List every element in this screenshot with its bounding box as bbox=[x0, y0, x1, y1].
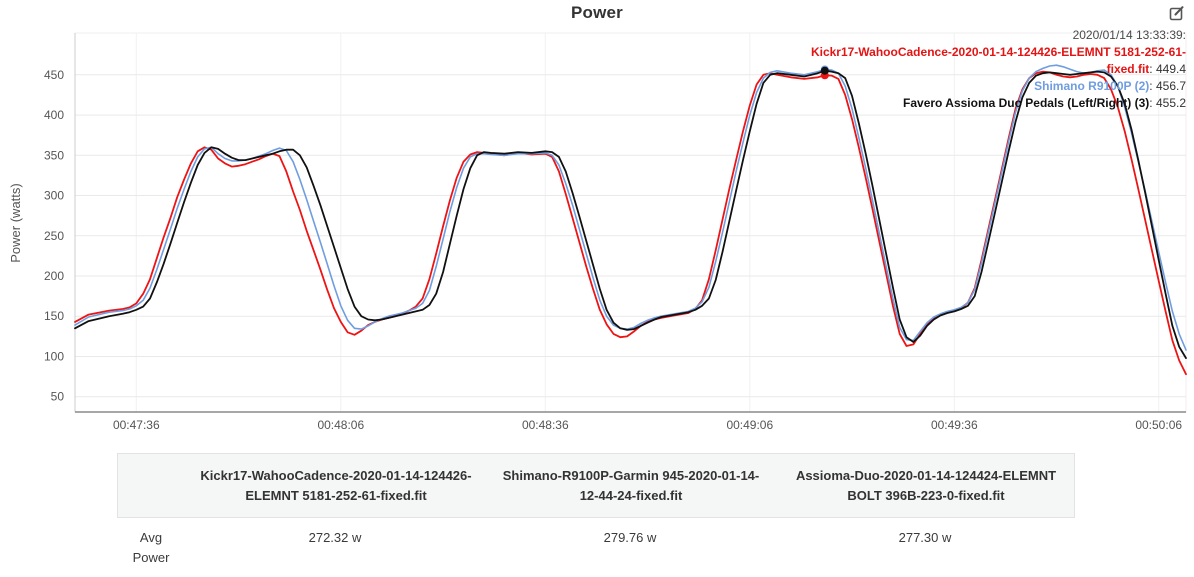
summary-table: Kickr17-WahooCadence-2020-01-14-124426-E… bbox=[117, 453, 1075, 571]
avg-power-value-assioma: 277.30 w bbox=[898, 530, 952, 545]
y-tick-label: 100 bbox=[44, 350, 64, 364]
avg-power-value-shimano: 279.76 w bbox=[603, 530, 657, 545]
tooltip-entry-label: Kickr17-WahooCadence-2020-01-14-124426-E… bbox=[810, 45, 1186, 76]
y-tick-label: 50 bbox=[51, 390, 65, 404]
y-tick-label: 250 bbox=[44, 229, 64, 243]
table-col-header-kickr: Kickr17-WahooCadence-2020-01-14-124426-E… bbox=[200, 468, 472, 503]
chart-header: Power bbox=[0, 0, 1194, 26]
tooltip-entry-shimano: Shimano R9100P (2): 456.7 bbox=[804, 78, 1186, 95]
x-tick-label: 00:48:06 bbox=[317, 418, 364, 432]
tooltip-entry-label: Shimano R9100P (2) bbox=[1034, 79, 1150, 93]
table-col-header-assioma: Assioma-Duo-2020-01-14-124424-ELEMNT BOL… bbox=[795, 468, 1057, 503]
tooltip-entry-value: : 456.7 bbox=[1149, 79, 1186, 93]
series-line-1 bbox=[74, 64, 1187, 351]
y-tick-label: 450 bbox=[44, 68, 64, 82]
tooltip-entry-kickr: Kickr17-WahooCadence-2020-01-14-124426-E… bbox=[804, 44, 1186, 78]
tooltip-timestamp: 2020/01/14 13:33:39: bbox=[1072, 28, 1186, 42]
edit-chart-icon[interactable] bbox=[1169, 5, 1185, 21]
y-tick-label: 200 bbox=[44, 269, 64, 283]
row-label: Avg Power bbox=[132, 530, 170, 565]
table-col-header-shimano: Shimano-R9100P-Garmin 945-2020-01-14-12-… bbox=[502, 468, 760, 503]
table-row-avg-power: Avg Power 272.32 w 279.76 w 277.30 w bbox=[117, 518, 1075, 571]
avg-power-value-kickr: 272.32 w bbox=[308, 530, 362, 545]
series-line-2 bbox=[74, 69, 1187, 360]
chart-title: Power bbox=[570, 3, 624, 22]
table-corner-cell bbox=[118, 454, 186, 517]
chart-tooltip: 2020/01/14 13:33:39: Kickr17-WahooCadenc… bbox=[804, 27, 1186, 112]
y-tick-label: 350 bbox=[44, 148, 64, 162]
tooltip-entry-value: : 455.2 bbox=[1149, 96, 1186, 110]
tooltip-entry-value: : 449.4 bbox=[1149, 62, 1186, 76]
summary-table-header: Kickr17-WahooCadence-2020-01-14-124426-E… bbox=[117, 453, 1075, 518]
y-tick-label: 300 bbox=[44, 189, 64, 203]
y-tick-label: 400 bbox=[44, 108, 64, 122]
x-tick-label: 00:49:36 bbox=[931, 418, 978, 432]
power-chart[interactable]: 00:47:36 00:48:06 00:48:36 00:49:06 00:49:36… bbox=[0, 0, 1194, 442]
tooltip-entry-favero: Favero Assioma Duo Pedals (Left/Right) (… bbox=[804, 95, 1186, 112]
x-tick-label: 00:49:06 bbox=[726, 418, 773, 432]
y-axis-title: Power (watts) bbox=[8, 183, 23, 262]
x-tick-label: 00:47:36 bbox=[113, 418, 160, 432]
tooltip-entry-label: Favero Assioma Duo Pedals (Left/Right) (… bbox=[903, 96, 1150, 110]
hover-marker bbox=[820, 66, 829, 75]
x-tick-label: 00:48:36 bbox=[522, 418, 569, 432]
y-tick-label: 150 bbox=[44, 309, 64, 323]
x-tick-label: 00:50:06 bbox=[1135, 418, 1182, 432]
